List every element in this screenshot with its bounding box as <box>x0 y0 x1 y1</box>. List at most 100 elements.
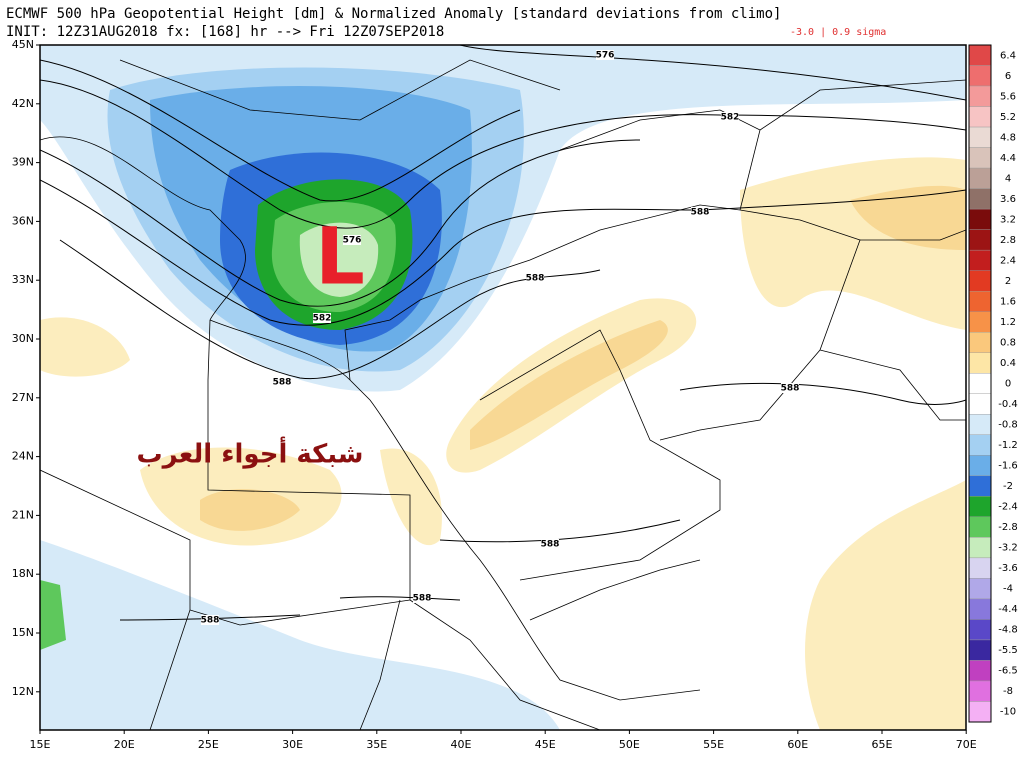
lon-label: 65E <box>872 738 893 751</box>
colorbar-label: 0.8 <box>1000 337 1016 348</box>
height-contours <box>40 45 966 621</box>
colorbar-swatch <box>968 290 992 312</box>
colorbar-label: -2.8 <box>998 522 1018 533</box>
colorbar-label: 1.6 <box>1000 296 1016 307</box>
lat-label: 30N <box>12 332 34 345</box>
lat-label: 45N <box>12 38 34 51</box>
lon-label: 30E <box>282 738 303 751</box>
low-marker: L <box>315 212 365 302</box>
colorbar-swatch <box>968 639 992 661</box>
contour-label-bg <box>691 207 709 217</box>
watermark: شبكة أجواء العرب <box>137 437 364 470</box>
colorbar-swatch <box>968 126 992 148</box>
colorbar-swatch <box>968 106 992 128</box>
lat-label: 33N <box>12 273 34 286</box>
colorbar-swatch <box>968 270 992 292</box>
colorbar-swatch <box>968 373 992 394</box>
colorbar-label: -0.8 <box>998 420 1018 431</box>
green-anomaly-west <box>40 580 66 650</box>
colorbar-swatch <box>968 660 992 682</box>
contour-label-bg <box>721 112 739 122</box>
lat-label: 15N <box>12 626 34 639</box>
contour-label-bg <box>781 383 799 393</box>
colorbar-label: -10 <box>1000 707 1016 718</box>
colorbar-swatch <box>968 65 992 87</box>
contour-label-bg <box>541 539 559 549</box>
contour-label-bg <box>526 273 544 283</box>
colorbar-swatch <box>968 229 992 251</box>
colorbar-label: 4.8 <box>1000 132 1016 143</box>
colorbar-label: 2 <box>1005 276 1011 287</box>
colorbar-label: 5.6 <box>1000 91 1016 102</box>
colorbar-label: 6 <box>1005 71 1011 82</box>
lat-label: 12N <box>12 685 34 698</box>
colorbar-label: 2.8 <box>1000 235 1016 246</box>
colorbar-label: 1.2 <box>1000 317 1016 328</box>
contour-label: 588 <box>201 616 220 626</box>
colorbar-swatch <box>968 311 992 333</box>
colorbar-label: -6.5 <box>998 666 1018 677</box>
colorbar-label: 6.4 <box>1000 50 1016 61</box>
contour-label: 588 <box>541 540 560 550</box>
colorbar-swatch <box>968 455 992 477</box>
contour-label: 588 <box>691 208 710 218</box>
colorbar-swatch <box>968 44 992 66</box>
colorbar-swatch <box>968 578 992 600</box>
contour-label: 582 <box>313 314 332 324</box>
contour-label: 588 <box>526 274 545 284</box>
colorbar-label: -1.2 <box>998 440 1018 451</box>
colorbar-label: 2.4 <box>1000 255 1016 266</box>
subtitle: INIT: 12Z31AUG2018 fx: [168] hr --> Fri … <box>6 24 444 40</box>
positive-anomaly-core <box>200 185 966 531</box>
colorbar-label: -1.6 <box>998 461 1018 472</box>
colorbar-label: -8 <box>1003 686 1013 697</box>
colorbar-swatch <box>968 557 992 579</box>
lon-label: 70E <box>956 738 977 751</box>
colorbar-label: -5.5 <box>998 645 1018 656</box>
lat-label: 39N <box>12 156 34 169</box>
colorbar-label: 0.4 <box>1000 358 1016 369</box>
lon-label: 40E <box>451 738 472 751</box>
contour-label-bg <box>313 313 331 323</box>
colorbar-label: -3.6 <box>998 563 1018 574</box>
colorbar-label: -2.4 <box>998 502 1018 513</box>
contour-label-bg <box>413 593 431 603</box>
lat-label: 36N <box>12 214 34 227</box>
colorbar-label: -4.4 <box>998 604 1018 615</box>
colorbar-swatch <box>968 680 992 702</box>
colorbar-swatch <box>968 249 992 271</box>
colorbar-label: -4 <box>1003 584 1013 595</box>
lat-label: 21N <box>12 508 34 521</box>
colorbar-label: 0 <box>1005 379 1011 390</box>
colorbar-swatch <box>968 619 992 641</box>
contour-label: 588 <box>781 384 800 394</box>
colorbar-swatch <box>968 414 992 435</box>
lon-label: 60E <box>787 738 808 751</box>
colorbar-swatch <box>968 188 992 210</box>
contour-label-bg <box>273 377 291 387</box>
colorbar-label: 4.4 <box>1000 153 1016 164</box>
contour-label: 576 <box>343 236 362 246</box>
borders <box>40 59 966 730</box>
colorbar-swatch <box>968 475 992 497</box>
lat-label: 27N <box>12 391 34 404</box>
colorbar-label: 3.2 <box>1000 214 1016 225</box>
colorbar-swatch <box>968 701 992 723</box>
colorbar-swatch <box>968 85 992 107</box>
colorbar-swatch <box>968 208 992 230</box>
colorbar-swatch <box>968 332 992 353</box>
colorbar-swatch <box>968 598 992 620</box>
sigma-note: -3.0 | 0.9 sigma <box>790 27 886 38</box>
colorbar-label: -0.4 <box>998 399 1018 410</box>
colorbar-frame <box>968 44 992 723</box>
colorbar-label: -3.2 <box>998 543 1018 554</box>
contour-label: 576 <box>596 51 615 61</box>
lat-label: 18N <box>12 567 34 580</box>
colorbar-label: -2 <box>1003 481 1013 492</box>
contour-label-bg <box>343 235 361 245</box>
title: ECMWF 500 hPa Geopotential Height [dm] &… <box>6 6 781 22</box>
lon-label: 35E <box>366 738 387 751</box>
colorbar-swatch <box>968 167 992 189</box>
contour-label-bg <box>201 615 219 625</box>
